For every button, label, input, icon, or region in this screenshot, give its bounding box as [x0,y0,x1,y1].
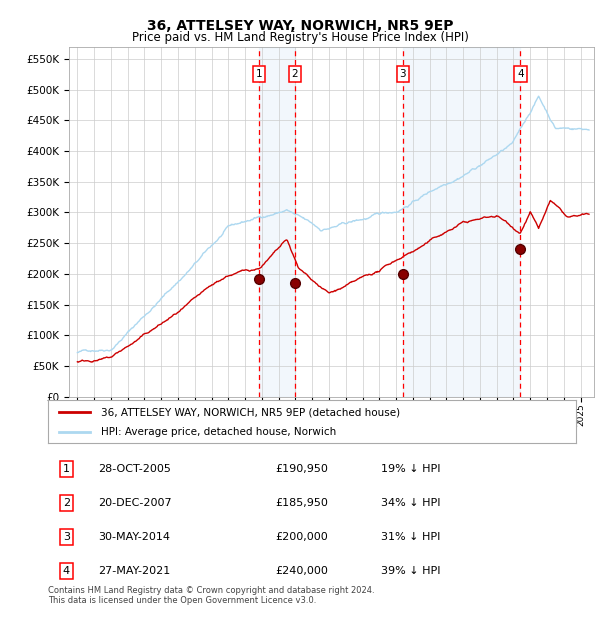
Text: 1: 1 [63,464,70,474]
Text: Price paid vs. HM Land Registry's House Price Index (HPI): Price paid vs. HM Land Registry's House … [131,31,469,44]
Text: £240,000: £240,000 [275,565,328,575]
Text: 2: 2 [63,498,70,508]
Text: 4: 4 [63,565,70,575]
Text: 36, ATTELSEY WAY, NORWICH, NR5 9EP (detached house): 36, ATTELSEY WAY, NORWICH, NR5 9EP (deta… [101,407,400,417]
Text: 27-MAY-2021: 27-MAY-2021 [98,565,170,575]
Text: 20-DEC-2007: 20-DEC-2007 [98,498,172,508]
Text: £200,000: £200,000 [275,532,328,542]
Text: Contains HM Land Registry data © Crown copyright and database right 2024.
This d: Contains HM Land Registry data © Crown c… [48,586,374,605]
Text: 1: 1 [256,69,262,79]
Text: 4: 4 [517,69,524,79]
Text: 19% ↓ HPI: 19% ↓ HPI [380,464,440,474]
Text: 28-OCT-2005: 28-OCT-2005 [98,464,171,474]
Text: 34% ↓ HPI: 34% ↓ HPI [380,498,440,508]
Text: 30-MAY-2014: 30-MAY-2014 [98,532,170,542]
Text: 39% ↓ HPI: 39% ↓ HPI [380,565,440,575]
Text: 2: 2 [292,69,298,79]
Text: £190,950: £190,950 [275,464,328,474]
Text: 3: 3 [400,69,406,79]
Text: 31% ↓ HPI: 31% ↓ HPI [380,532,440,542]
Text: HPI: Average price, detached house, Norwich: HPI: Average price, detached house, Norw… [101,427,336,438]
Bar [403,46,520,397]
Text: £185,950: £185,950 [275,498,328,508]
Text: 3: 3 [63,532,70,542]
Bar [259,46,295,397]
Text: 36, ATTELSEY WAY, NORWICH, NR5 9EP: 36, ATTELSEY WAY, NORWICH, NR5 9EP [147,19,453,33]
